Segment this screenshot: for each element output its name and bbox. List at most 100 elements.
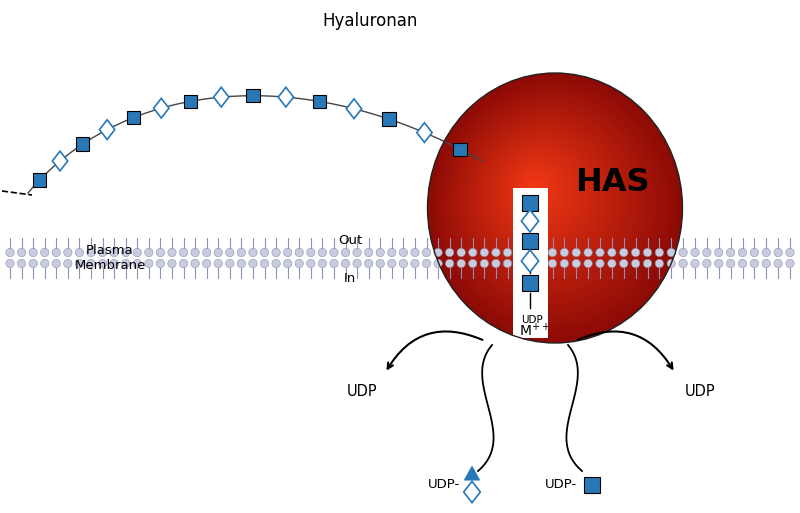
Polygon shape: [584, 477, 600, 493]
Circle shape: [202, 248, 211, 256]
Circle shape: [18, 259, 26, 268]
Circle shape: [306, 259, 315, 268]
Ellipse shape: [528, 181, 541, 194]
Circle shape: [41, 259, 49, 268]
Circle shape: [168, 259, 176, 268]
Polygon shape: [522, 210, 538, 232]
Text: UDP-: UDP-: [545, 479, 577, 491]
Circle shape: [469, 248, 477, 256]
Circle shape: [503, 248, 512, 256]
Circle shape: [655, 259, 663, 268]
Text: Plasma
Membrane: Plasma Membrane: [74, 244, 146, 272]
Circle shape: [774, 259, 782, 268]
Polygon shape: [522, 275, 538, 291]
Circle shape: [6, 259, 14, 268]
Circle shape: [457, 248, 466, 256]
Circle shape: [679, 248, 687, 256]
Circle shape: [342, 259, 350, 268]
Circle shape: [295, 248, 303, 256]
Circle shape: [738, 259, 746, 268]
Circle shape: [110, 259, 118, 268]
Ellipse shape: [461, 109, 635, 293]
Circle shape: [480, 248, 489, 256]
Ellipse shape: [514, 165, 561, 215]
Circle shape: [365, 259, 373, 268]
Polygon shape: [417, 123, 432, 143]
Circle shape: [608, 259, 616, 268]
Circle shape: [572, 259, 581, 268]
Polygon shape: [52, 151, 68, 171]
Circle shape: [399, 259, 407, 268]
FancyBboxPatch shape: [513, 188, 547, 338]
Circle shape: [214, 248, 222, 256]
Circle shape: [156, 259, 165, 268]
Polygon shape: [465, 466, 479, 480]
Circle shape: [714, 259, 723, 268]
Circle shape: [29, 248, 38, 256]
Circle shape: [98, 259, 106, 268]
Ellipse shape: [489, 139, 595, 251]
Circle shape: [122, 248, 130, 256]
Circle shape: [306, 248, 315, 256]
Ellipse shape: [430, 75, 680, 341]
Polygon shape: [99, 120, 115, 140]
Circle shape: [353, 248, 362, 256]
Ellipse shape: [491, 141, 593, 249]
Circle shape: [272, 259, 280, 268]
Circle shape: [260, 248, 269, 256]
Circle shape: [480, 259, 489, 268]
Circle shape: [330, 248, 338, 256]
Text: M$^{++}$: M$^{++}$: [519, 322, 550, 340]
Circle shape: [457, 259, 466, 268]
Ellipse shape: [434, 81, 673, 332]
Ellipse shape: [496, 146, 586, 241]
Circle shape: [214, 259, 222, 268]
Circle shape: [560, 248, 569, 256]
Circle shape: [179, 259, 188, 268]
Circle shape: [52, 248, 61, 256]
Circle shape: [786, 259, 794, 268]
Circle shape: [342, 248, 350, 256]
Circle shape: [631, 259, 640, 268]
Ellipse shape: [431, 77, 678, 338]
Circle shape: [6, 248, 14, 256]
Circle shape: [422, 248, 430, 256]
Circle shape: [260, 259, 269, 268]
Circle shape: [762, 259, 770, 268]
Ellipse shape: [498, 148, 583, 239]
Circle shape: [643, 248, 652, 256]
Circle shape: [179, 248, 188, 256]
Circle shape: [75, 248, 84, 256]
Circle shape: [75, 259, 84, 268]
Ellipse shape: [466, 114, 628, 285]
Polygon shape: [464, 481, 480, 503]
Circle shape: [762, 248, 770, 256]
Circle shape: [86, 259, 95, 268]
Polygon shape: [126, 111, 140, 124]
Circle shape: [202, 259, 211, 268]
Ellipse shape: [486, 135, 600, 256]
Circle shape: [572, 248, 581, 256]
Ellipse shape: [512, 164, 563, 218]
Ellipse shape: [440, 86, 665, 325]
Ellipse shape: [508, 160, 568, 223]
Circle shape: [608, 248, 616, 256]
Circle shape: [388, 248, 396, 256]
Ellipse shape: [494, 145, 588, 244]
Circle shape: [410, 259, 419, 268]
Circle shape: [249, 259, 257, 268]
Polygon shape: [346, 99, 362, 119]
Circle shape: [376, 248, 385, 256]
Circle shape: [690, 248, 699, 256]
Polygon shape: [33, 173, 46, 187]
Ellipse shape: [517, 169, 555, 209]
Polygon shape: [522, 233, 538, 249]
Circle shape: [492, 248, 500, 256]
Circle shape: [226, 259, 234, 268]
Circle shape: [133, 248, 142, 256]
Ellipse shape: [475, 124, 615, 272]
Ellipse shape: [515, 167, 558, 212]
Circle shape: [52, 259, 61, 268]
Circle shape: [619, 248, 628, 256]
Ellipse shape: [487, 137, 598, 254]
